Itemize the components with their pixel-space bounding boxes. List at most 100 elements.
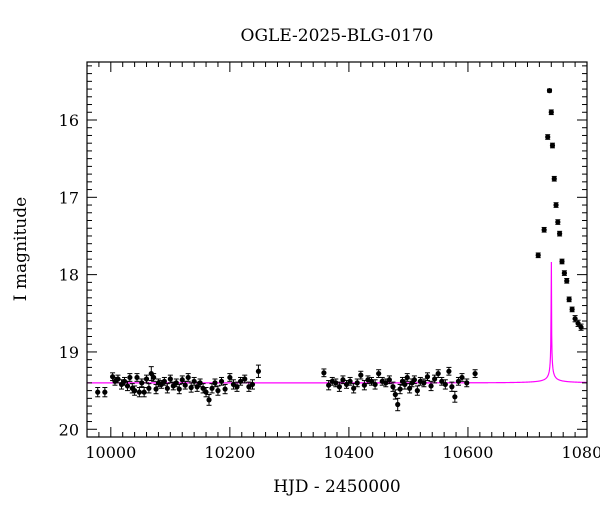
data-point (136, 387, 142, 398)
data-point (472, 369, 478, 378)
data-point (424, 372, 431, 382)
data-point (242, 374, 248, 384)
data-point (222, 383, 228, 395)
data-point (404, 373, 410, 382)
data-point (452, 390, 458, 403)
data-point (566, 296, 572, 303)
data-point (428, 380, 434, 392)
data-point (164, 383, 170, 394)
data-point (185, 373, 191, 382)
model-curve-layer (87, 262, 587, 384)
model-curve (87, 262, 587, 384)
x-tick-label: 10200 (204, 443, 255, 462)
data-point (102, 387, 108, 398)
data-point (459, 373, 465, 382)
data-point (347, 376, 353, 386)
data-point (432, 374, 438, 384)
data-point (237, 376, 244, 386)
data-point (167, 374, 173, 384)
data-point (141, 387, 147, 398)
data-point (446, 366, 452, 376)
data-point (414, 385, 420, 396)
data-point (546, 88, 553, 94)
data-point (151, 373, 157, 382)
data-point (572, 315, 578, 323)
data-point (146, 383, 152, 394)
data-point (212, 378, 218, 388)
data-point (249, 379, 256, 390)
y-tick-label: 16 (59, 111, 79, 130)
data-point (255, 364, 262, 378)
data-points-layer (95, 88, 584, 412)
data-point (361, 380, 367, 391)
data-point (386, 375, 392, 385)
x-tick-label: 10800 (562, 443, 600, 462)
data-point (227, 373, 233, 382)
y-tick-label: 17 (59, 188, 79, 207)
data-point (553, 202, 559, 208)
data-point (121, 376, 128, 386)
data-point (555, 219, 561, 225)
data-point (358, 370, 364, 380)
data-point (549, 142, 556, 149)
data-point (559, 258, 565, 265)
y-tick-label: 18 (59, 266, 79, 285)
data-point (336, 381, 342, 392)
data-point (143, 374, 150, 384)
data-point (246, 381, 252, 392)
data-point (464, 378, 470, 388)
data-point (372, 379, 378, 390)
y-tick-label: 19 (59, 343, 79, 362)
data-point (343, 380, 350, 389)
data-point (132, 385, 138, 396)
data-point (548, 109, 554, 116)
data-point (161, 376, 167, 386)
data-point (561, 270, 567, 276)
data-point (545, 134, 551, 140)
y-axis-label: I magnitude (11, 197, 31, 301)
data-point (449, 381, 455, 392)
x-axis-label: HJD - 2450000 (273, 477, 401, 497)
data-point (395, 397, 401, 412)
data-point (234, 381, 240, 392)
x-tick-label: 10600 (442, 443, 493, 462)
data-point (95, 387, 101, 398)
data-point (194, 381, 200, 392)
data-point (411, 375, 417, 385)
data-point (435, 369, 441, 378)
data-point (455, 376, 462, 386)
data-point (191, 376, 197, 386)
data-point (218, 376, 225, 386)
data-point (535, 252, 541, 259)
data-point (564, 277, 570, 284)
data-point (182, 380, 188, 390)
data-point (354, 378, 360, 388)
data-point (569, 306, 575, 313)
data-point (392, 389, 398, 400)
data-point (383, 378, 389, 388)
tick-marks (86, 62, 588, 438)
data-point (397, 383, 403, 395)
data-point (326, 380, 332, 391)
data-point (557, 230, 563, 237)
x-tick-label: 10000 (85, 443, 136, 462)
data-point (127, 373, 133, 382)
x-tick-label: 10400 (323, 443, 374, 462)
data-point (376, 369, 382, 378)
data-point (134, 373, 140, 382)
data-point (206, 393, 212, 406)
data-point (188, 382, 194, 393)
chart-title: OGLE-2025-BLG-0170 (241, 26, 434, 46)
data-point (176, 383, 182, 395)
data-point (390, 381, 396, 392)
y-tick-label: 20 (59, 420, 79, 439)
data-point (541, 226, 547, 233)
data-point (203, 387, 209, 398)
data-point (215, 385, 221, 396)
data-point (421, 378, 427, 388)
data-point (153, 383, 159, 395)
data-point (124, 380, 131, 392)
data-point (442, 379, 448, 390)
data-point (333, 378, 339, 388)
